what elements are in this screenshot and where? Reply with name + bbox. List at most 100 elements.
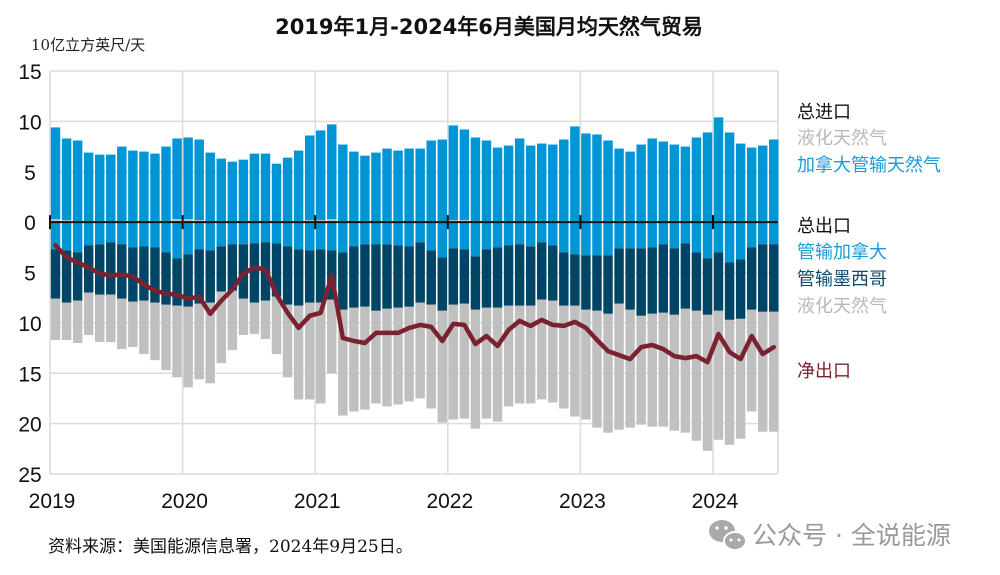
bar-import-canada: [481, 140, 492, 222]
bar-export-mexico: [382, 244, 392, 309]
legend-exports-mexico: 管输墨西哥: [797, 269, 887, 290]
bar-export-canada: [691, 222, 702, 253]
bar-export-canada: [117, 222, 127, 245]
bar-import-canada: [128, 150, 138, 222]
y-tick-label: 15: [18, 61, 41, 84]
bar-import-canada: [183, 137, 193, 220]
bar-export-canada: [680, 222, 691, 244]
bar-export-lng: [404, 306, 414, 402]
watermark-text: 公众号 · 全说能源: [752, 521, 951, 550]
bar-import-canada: [293, 150, 304, 222]
watermark: 公众号 · 全说能源: [709, 520, 951, 551]
bar-export-mexico: [117, 244, 127, 299]
y-tick-label: 15: [18, 363, 41, 386]
bar-import-canada: [680, 146, 691, 222]
bar-export-canada: [625, 222, 635, 249]
bar-export-canada: [636, 222, 646, 249]
bar-export-lng: [537, 299, 547, 400]
bar-export-canada: [249, 222, 260, 244]
bar-export-canada: [724, 222, 735, 263]
bar-export-canada: [492, 222, 503, 248]
bar-export-lng: [636, 315, 646, 425]
bar-export-canada: [570, 222, 580, 255]
bar-import-canada: [404, 148, 414, 222]
bar-export-mexico: [216, 246, 226, 292]
bar-export-mexico: [61, 250, 72, 303]
bar-export-lng: [702, 314, 713, 451]
bar-import-canada: [559, 139, 569, 222]
bar-export-lng: [260, 300, 271, 339]
bar-export-canada: [448, 222, 459, 249]
net-export-line-group: [53, 243, 777, 365]
bar-export-canada: [216, 222, 226, 247]
bar-export-canada: [106, 222, 116, 243]
bar-export-lng: [448, 304, 459, 420]
legend-net-exports: 净出口: [797, 361, 851, 382]
bar-export-mexico: [72, 252, 83, 301]
bar-export-mexico: [95, 244, 105, 295]
bar-export-lng: [592, 310, 602, 428]
bar-import-canada: [83, 152, 94, 222]
bar-export-canada: [459, 222, 470, 250]
bar-import-canada: [492, 147, 503, 222]
bar-export-lng: [658, 312, 668, 427]
bar-export-lng: [503, 305, 514, 407]
bar-export-lng: [581, 309, 591, 420]
bar-export-mexico: [404, 246, 414, 307]
y-axis-unit-label: 10亿立方英尺/天: [31, 36, 145, 54]
bar-export-mexico: [271, 243, 282, 297]
net-export-line: [53, 243, 777, 365]
bar-export-canada: [183, 222, 193, 255]
bar-import-canada: [216, 158, 226, 222]
legend-exports-header: 总出口: [797, 216, 851, 237]
bar-import-canada: [282, 157, 293, 222]
bar-export-mexico: [470, 256, 481, 310]
bar-export-canada: [382, 222, 392, 245]
bar-export-canada: [669, 222, 680, 249]
bar-export-canada: [514, 222, 525, 245]
bar-export-mexico: [592, 255, 602, 311]
bar-export-canada: [227, 222, 238, 245]
bar-export-lng: [426, 304, 436, 409]
bar-export-mexico: [691, 252, 702, 311]
y-tick-label: 5: [24, 162, 36, 185]
bar-export-lng: [724, 319, 735, 445]
bar-import-canada: [691, 137, 702, 222]
x-tick-label: 2024: [692, 490, 739, 513]
bar-export-lng: [382, 308, 392, 407]
bar-export-canada: [327, 222, 337, 251]
bar-export-lng: [669, 314, 680, 431]
bar-export-canada: [172, 222, 182, 259]
bar-import-canada: [470, 137, 481, 222]
bar-export-lng: [393, 307, 403, 405]
y-tick-label: 10: [18, 111, 41, 134]
legend-imports-lng: 液化天然气: [797, 128, 887, 149]
x-tick-label: 2022: [426, 490, 473, 513]
bar-export-canada: [735, 222, 746, 260]
bar-export-mexico: [150, 247, 160, 303]
gridlines: [49, 70, 779, 475]
bar-import-canada: [746, 147, 757, 222]
bar-export-canada: [592, 222, 602, 256]
bar-export-lng: [316, 302, 326, 404]
bar-export-mexico: [393, 245, 403, 308]
bar-export-mexico: [282, 246, 293, 305]
bar-export-canada: [194, 222, 204, 250]
bar-import-canada: [117, 146, 127, 222]
bar-export-lng: [72, 300, 83, 344]
bar-export-mexico: [735, 259, 746, 319]
bar-export-canada: [713, 222, 724, 253]
bar-import-canada: [360, 155, 370, 222]
bar-import-canada: [437, 139, 447, 222]
bar-import-canada: [415, 148, 425, 222]
bar-export-mexico: [304, 250, 315, 303]
bar-import-canada: [426, 140, 436, 222]
bar-import-lng: [304, 220, 315, 223]
bar-export-canada: [72, 222, 83, 253]
bar-export-canada: [260, 222, 271, 243]
bar-export-canada: [503, 222, 514, 246]
bar-export-lng: [117, 298, 127, 350]
bar-export-lng: [437, 310, 447, 423]
bar-export-lng: [327, 299, 337, 374]
bar-export-lng: [183, 306, 193, 388]
